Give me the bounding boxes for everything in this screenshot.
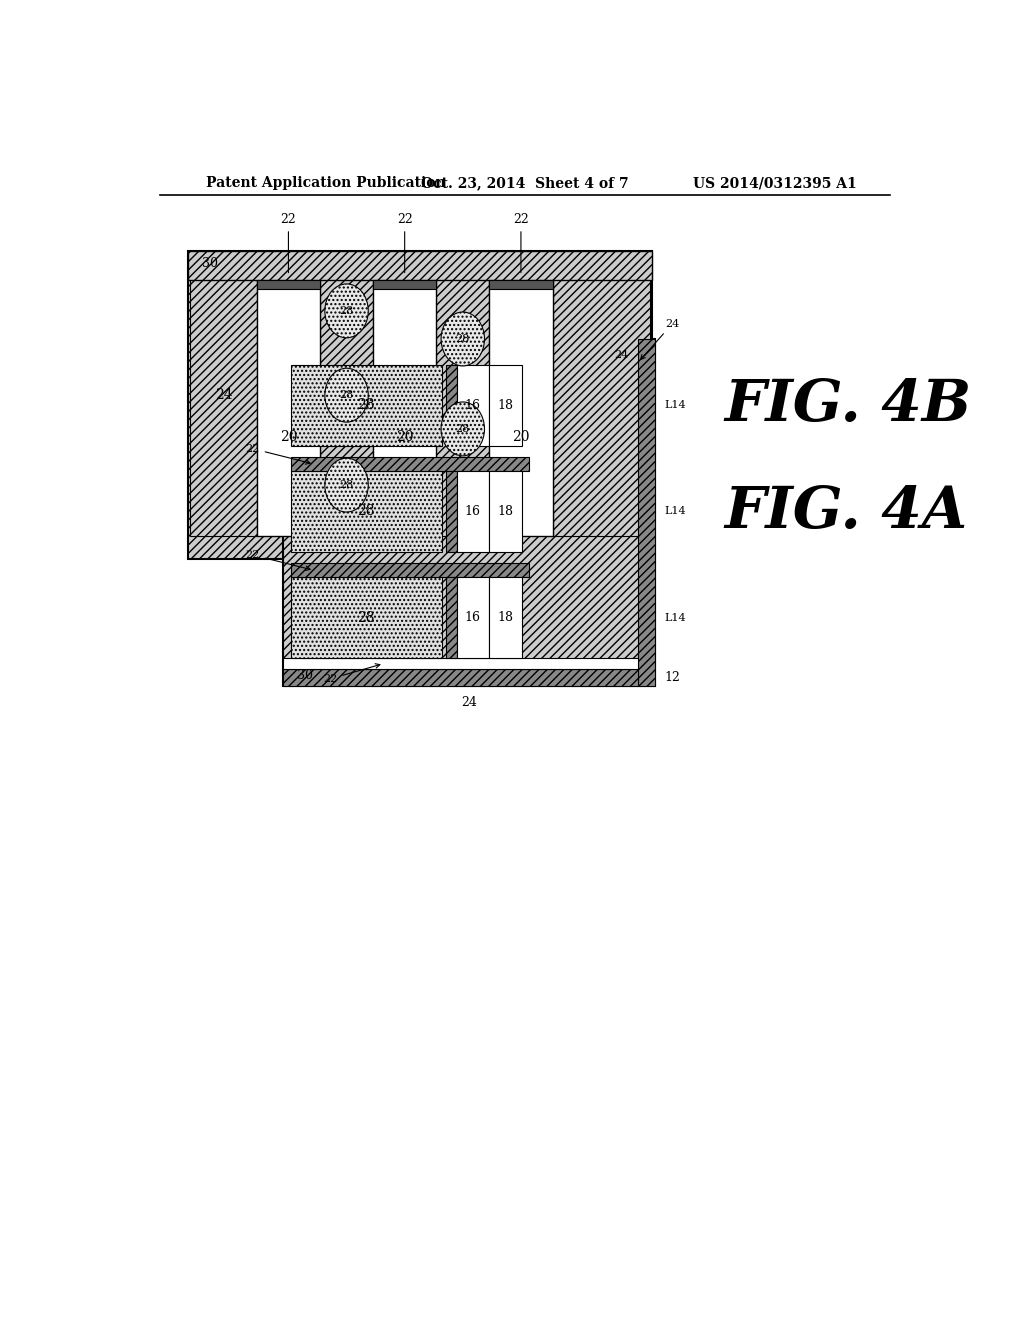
Ellipse shape <box>441 403 484 455</box>
Text: 12: 12 <box>665 671 680 684</box>
Bar <box>283 339 655 686</box>
Bar <box>190 255 257 536</box>
Text: Patent Application Publication: Patent Application Publication <box>206 176 445 190</box>
Text: 16: 16 <box>465 399 481 412</box>
Bar <box>373 255 436 536</box>
Bar <box>445 364 457 446</box>
Text: US 2014/0312395 A1: US 2014/0312395 A1 <box>693 176 856 190</box>
Text: L14: L14 <box>665 507 686 516</box>
Text: 20: 20 <box>396 430 414 445</box>
Bar <box>445 577 457 659</box>
Text: 22: 22 <box>246 550 310 570</box>
Bar <box>489 364 521 446</box>
Text: 28: 28 <box>339 306 353 315</box>
Bar <box>283 669 638 686</box>
Text: 22: 22 <box>513 213 528 273</box>
Bar <box>436 255 489 536</box>
Text: 28: 28 <box>339 480 353 490</box>
Text: FIG. 4B: FIG. 4B <box>725 376 972 433</box>
Text: L14: L14 <box>665 612 686 623</box>
Text: 28: 28 <box>357 399 375 412</box>
Text: 22: 22 <box>246 444 310 465</box>
Text: 28: 28 <box>339 391 353 400</box>
Bar <box>291 457 528 471</box>
Text: 16: 16 <box>465 611 481 624</box>
Bar <box>489 471 521 552</box>
Text: 22: 22 <box>281 213 296 273</box>
Bar <box>489 280 553 289</box>
Bar <box>283 659 638 669</box>
Text: 18: 18 <box>498 611 513 624</box>
Text: 22: 22 <box>397 213 413 273</box>
Text: 28: 28 <box>456 334 470 345</box>
Bar <box>373 280 436 289</box>
Text: 20: 20 <box>280 430 297 445</box>
Text: 30: 30 <box>297 668 313 681</box>
Bar <box>489 255 553 536</box>
Bar <box>553 255 650 536</box>
Bar <box>489 577 521 659</box>
Text: 24: 24 <box>461 696 477 709</box>
Text: 28: 28 <box>456 424 470 434</box>
Text: 28: 28 <box>357 504 375 519</box>
Bar <box>188 251 652 280</box>
Bar <box>291 564 528 577</box>
Bar <box>291 577 442 659</box>
Text: 24: 24 <box>614 350 629 360</box>
Text: FIG. 4A: FIG. 4A <box>725 484 968 541</box>
Bar <box>457 471 489 552</box>
Ellipse shape <box>325 284 369 338</box>
Bar <box>445 471 457 552</box>
Text: 18: 18 <box>498 506 513 517</box>
Text: 30: 30 <box>203 256 218 269</box>
Text: 22: 22 <box>323 664 380 684</box>
Text: 16: 16 <box>465 506 481 517</box>
Bar <box>638 339 655 686</box>
Bar <box>291 471 442 552</box>
Bar <box>257 255 321 536</box>
Text: 28: 28 <box>357 611 375 624</box>
Text: 24: 24 <box>215 388 232 403</box>
Text: 20: 20 <box>512 430 529 445</box>
Ellipse shape <box>325 368 369 422</box>
Bar <box>457 364 489 446</box>
Text: 24: 24 <box>641 319 679 359</box>
Bar <box>457 577 489 659</box>
Text: 18: 18 <box>498 399 513 412</box>
Text: L14: L14 <box>665 400 686 411</box>
Bar <box>321 255 373 536</box>
Bar <box>291 364 442 446</box>
Ellipse shape <box>441 312 484 366</box>
Ellipse shape <box>325 458 369 512</box>
Bar <box>188 251 652 558</box>
Bar <box>257 280 321 289</box>
Text: Oct. 23, 2014  Sheet 4 of 7: Oct. 23, 2014 Sheet 4 of 7 <box>421 176 629 190</box>
